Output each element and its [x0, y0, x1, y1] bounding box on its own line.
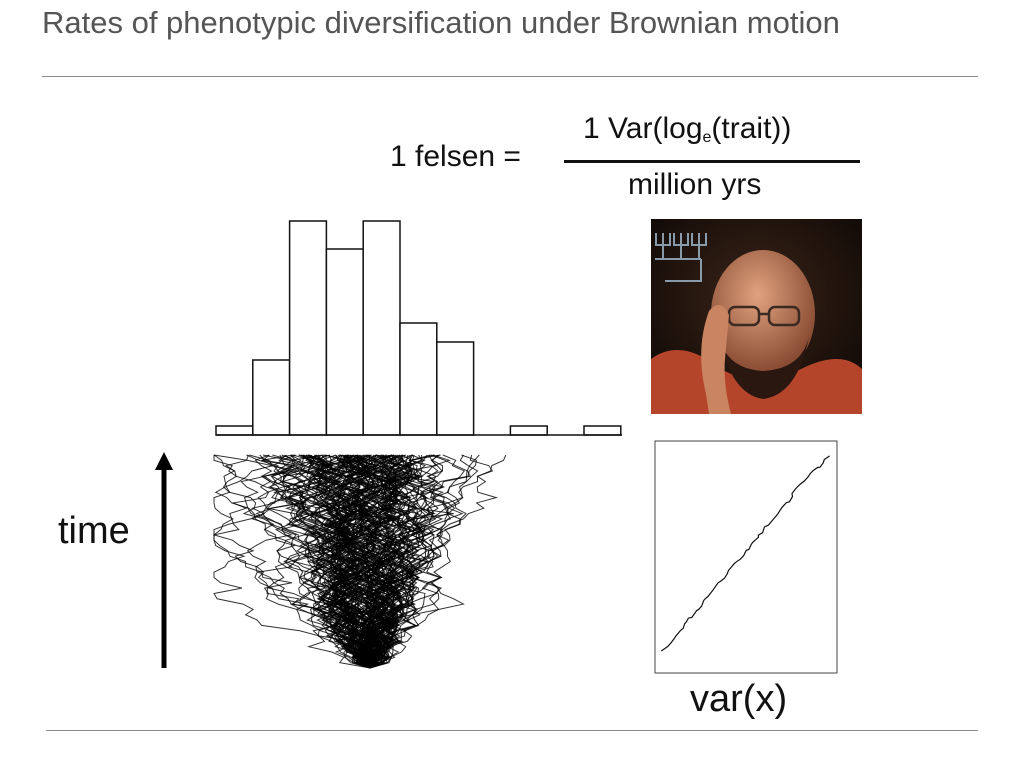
- brownian-path: [299, 454, 435, 669]
- brownian-path: [291, 454, 465, 669]
- brownian-path: [306, 454, 454, 669]
- brownian-path: [213, 454, 371, 669]
- variance-label: var(x): [690, 678, 788, 720]
- brownian-path: [361, 454, 461, 669]
- brownian-path: [302, 454, 371, 669]
- brownian-path: [343, 454, 402, 669]
- histogram-bar: [252, 359, 291, 436]
- brownian-path: [348, 454, 452, 669]
- brownian-path: [213, 454, 393, 669]
- brownian-path: [367, 454, 435, 669]
- fraction-line: [564, 160, 860, 163]
- title-divider: [42, 76, 978, 77]
- brownian-path: [352, 454, 411, 669]
- brownian-path: [256, 454, 392, 669]
- histogram: [215, 220, 622, 436]
- formula-denominator: million yrs: [628, 168, 762, 201]
- histogram-bar: [362, 220, 401, 436]
- variance-plot: [660, 455, 830, 652]
- brownian-path: [319, 454, 389, 669]
- variance-plot-frame: [654, 440, 838, 674]
- slide-title: Rates of phenotypic diversification unde…: [42, 5, 840, 40]
- histogram-bar: [583, 425, 622, 436]
- brownian-path: [359, 454, 466, 669]
- variance-line: [660, 455, 830, 652]
- histogram-bar: [399, 322, 438, 436]
- histogram-bar: [509, 425, 548, 436]
- arrow-up-icon: [155, 452, 173, 668]
- footer-divider: [46, 730, 978, 731]
- histogram-bar: [215, 425, 254, 436]
- brownian-path: [213, 454, 379, 669]
- brownian-paths: [212, 454, 507, 669]
- brownian-path: [333, 454, 392, 669]
- brownian-path: [299, 454, 418, 669]
- histogram-bar: [436, 341, 475, 436]
- brownian-path: [368, 454, 424, 669]
- histogram-bar: [325, 248, 364, 436]
- brownian-path: [314, 454, 385, 669]
- brownian-path: [282, 454, 401, 669]
- numerator-subscript: e: [702, 129, 712, 146]
- numerator-prefix: 1 Var(log: [583, 112, 703, 145]
- time-label: time: [58, 510, 130, 552]
- brownian-path: [282, 454, 374, 669]
- person-portrait: [651, 219, 862, 414]
- histogram-bar: [288, 220, 328, 436]
- brownian-path: [246, 454, 371, 669]
- formula-numerator: 1 Var(loge(trait)): [583, 112, 791, 147]
- brownian-path: [321, 454, 410, 669]
- numerator-suffix: (trait)): [711, 112, 792, 145]
- formula-lhs: 1 felsen =: [390, 140, 521, 173]
